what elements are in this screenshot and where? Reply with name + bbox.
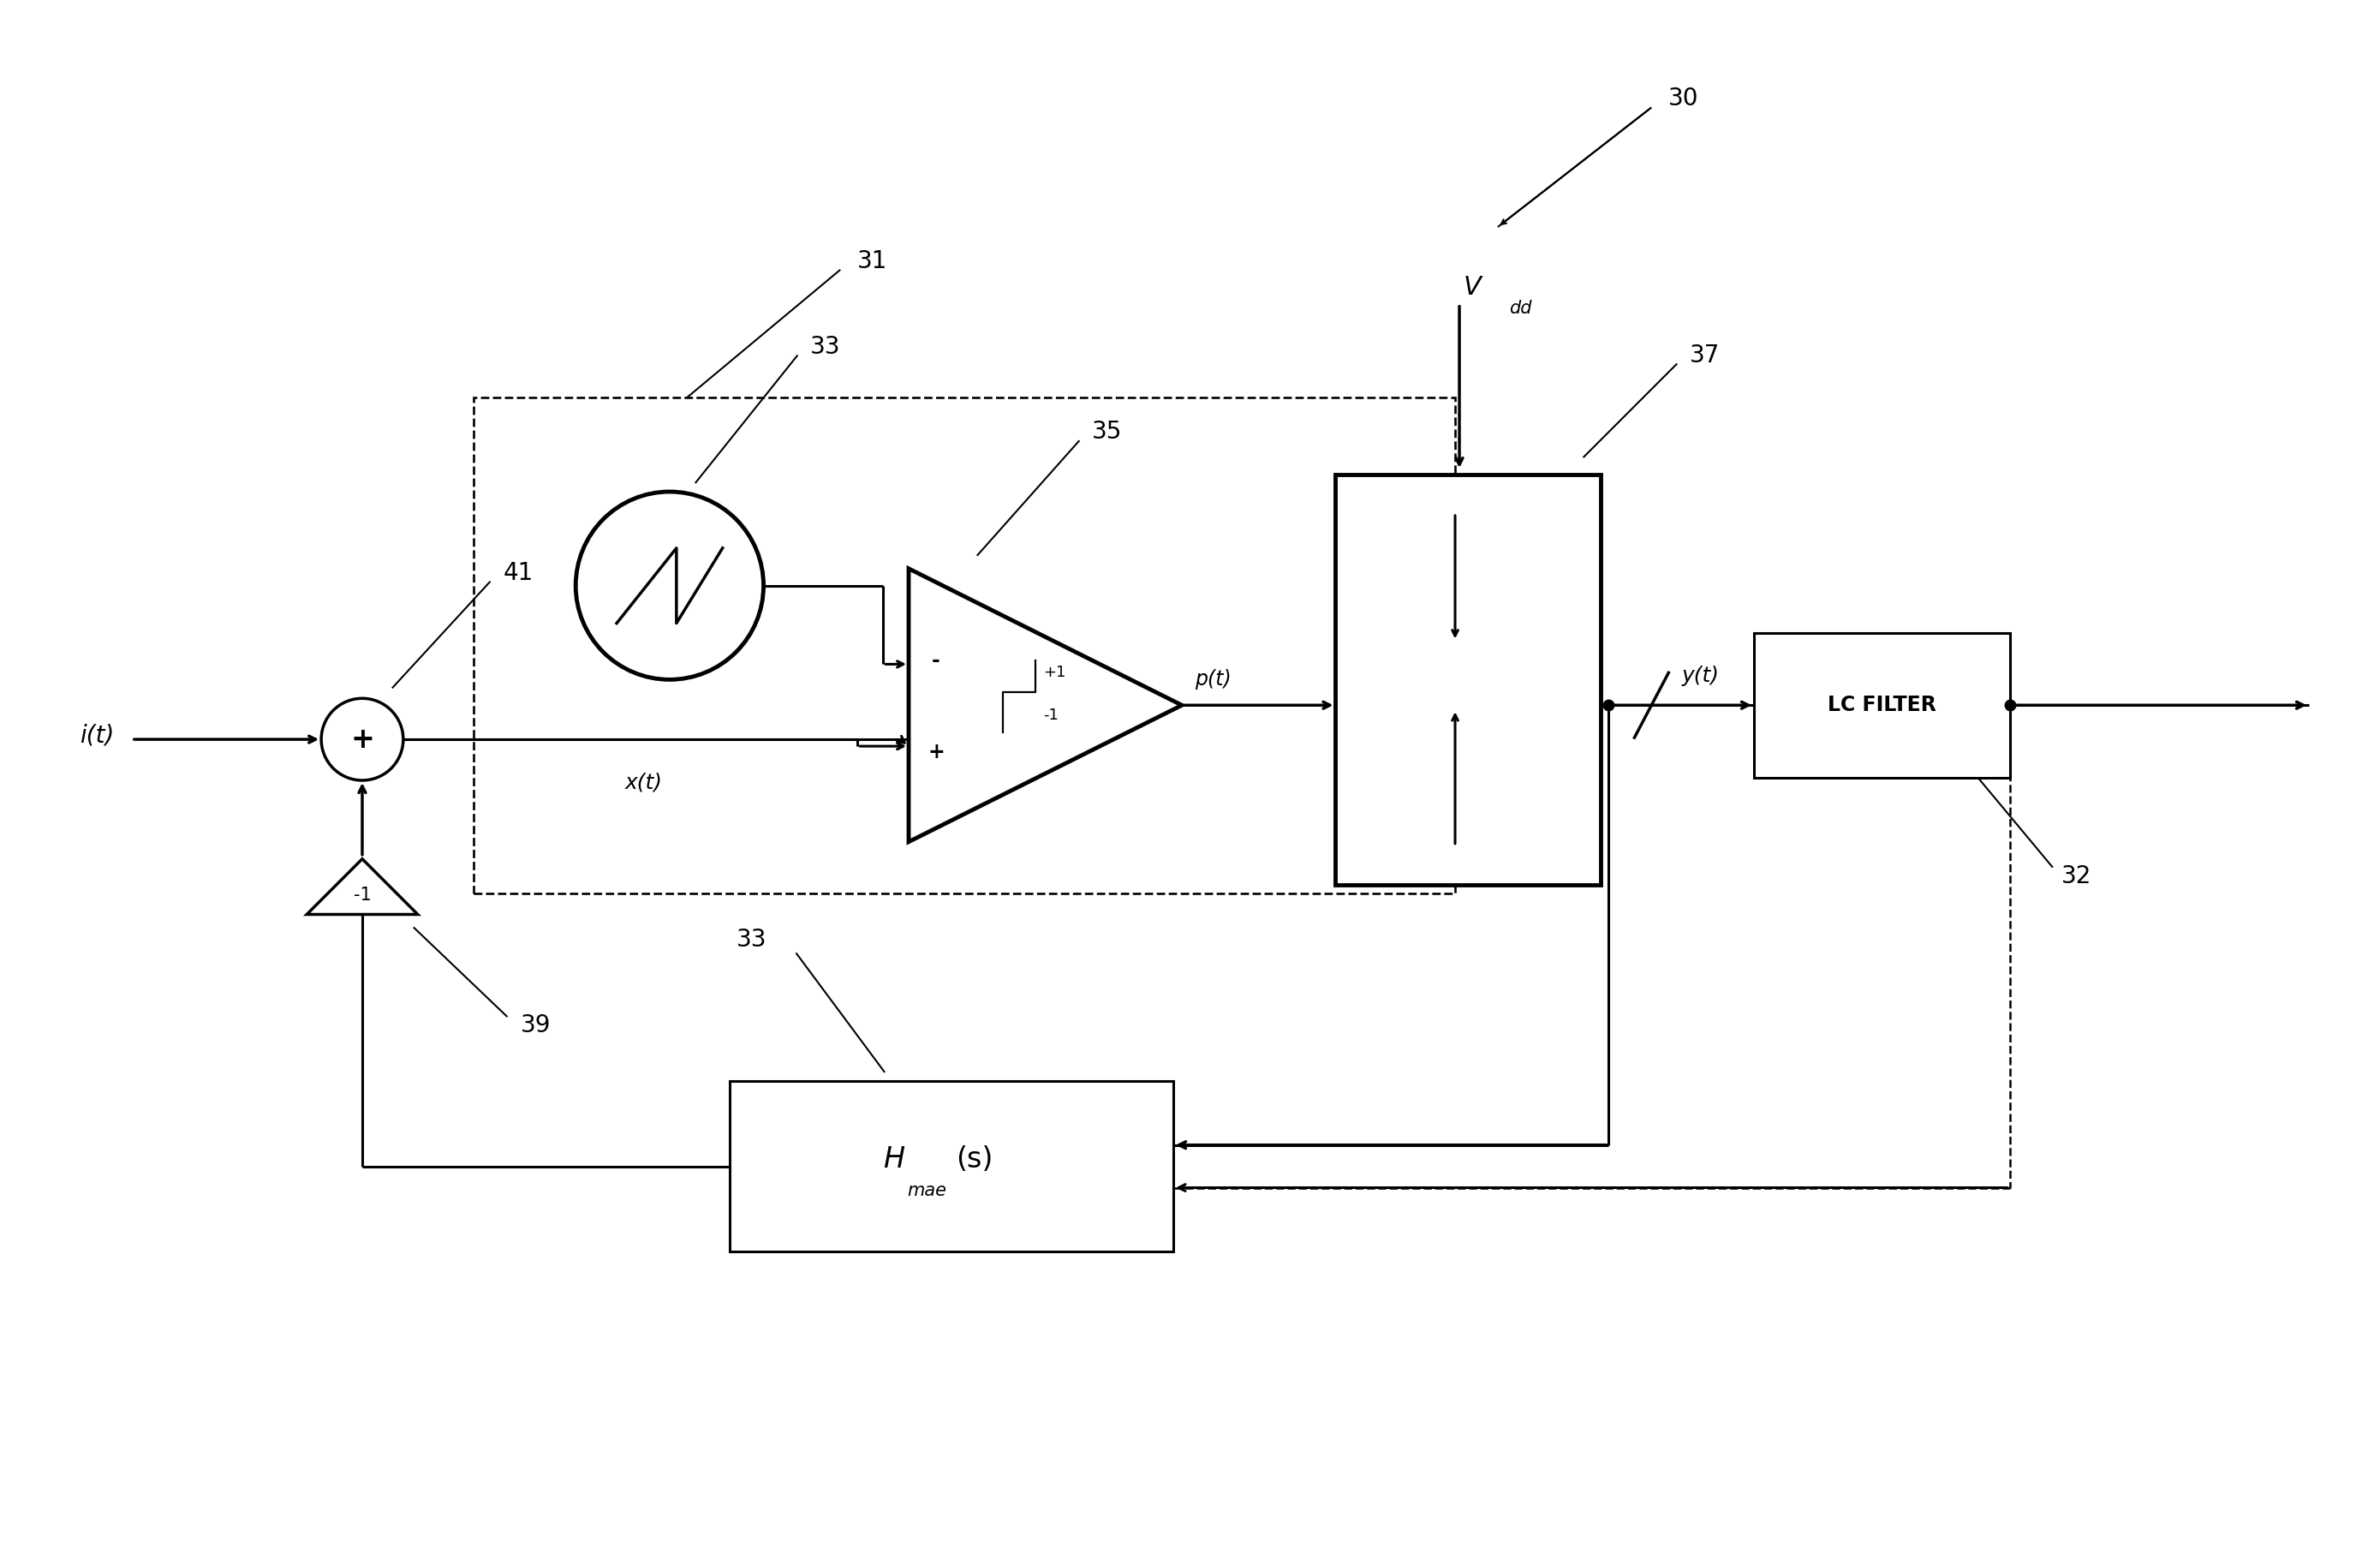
Text: -1: -1 — [352, 887, 371, 904]
Text: y(t): y(t) — [1680, 666, 1718, 686]
Text: +: + — [350, 725, 374, 753]
Text: 31: 31 — [857, 248, 888, 273]
Bar — [1754, 632, 2011, 778]
Text: -1: -1 — [1042, 708, 1059, 724]
Text: x(t): x(t) — [626, 772, 664, 792]
Text: 37: 37 — [1690, 343, 1721, 367]
Text: V: V — [1464, 275, 1480, 300]
Text: 30: 30 — [1668, 87, 1699, 110]
Text: i(t): i(t) — [81, 724, 114, 747]
Text: p(t): p(t) — [1195, 669, 1230, 690]
Text: (s): (s) — [957, 1146, 992, 1174]
Bar — [728, 1081, 1173, 1252]
Text: 35: 35 — [1092, 419, 1123, 444]
Text: LC FILTER: LC FILTER — [1828, 694, 1937, 716]
Text: +: + — [928, 742, 945, 763]
Text: 41: 41 — [502, 561, 533, 585]
Text: mae: mae — [907, 1182, 947, 1199]
Text: 39: 39 — [521, 1014, 550, 1037]
Text: 32: 32 — [2061, 863, 2092, 888]
Text: -: - — [933, 651, 940, 671]
Text: H: H — [883, 1146, 904, 1174]
Text: +1: +1 — [1042, 665, 1066, 680]
Bar — [474, 398, 1454, 893]
Text: 33: 33 — [812, 334, 840, 359]
Text: dd: dd — [1509, 300, 1533, 317]
Bar — [1335, 475, 1599, 885]
Text: 33: 33 — [735, 929, 766, 952]
